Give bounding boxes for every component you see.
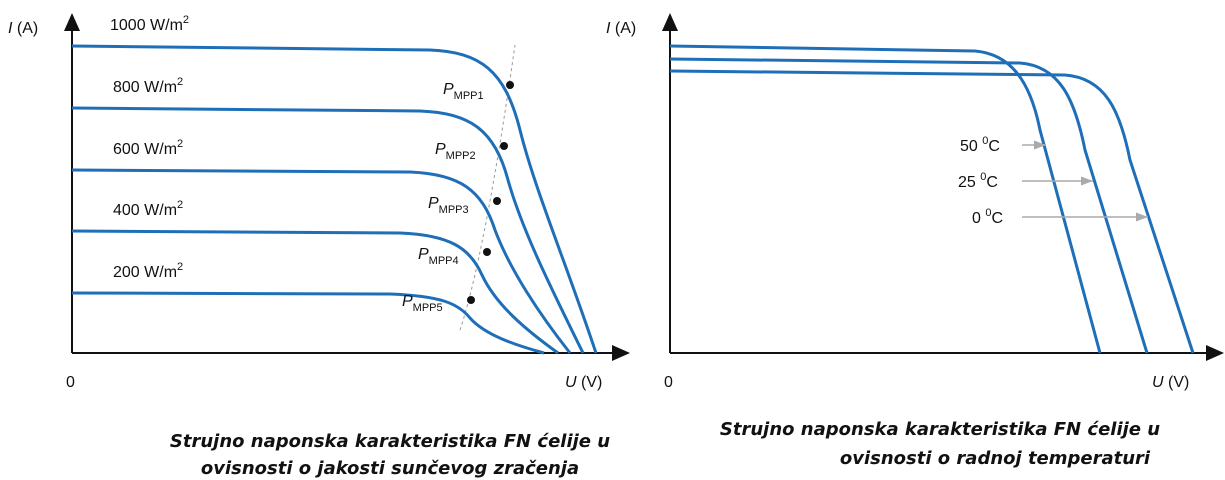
caption: ovisnosti o radnoj temperaturi <box>840 448 1151 469</box>
curve <box>71 229 559 355</box>
curve-label: 1000 W/m2 <box>110 14 189 34</box>
mpp-point <box>483 248 491 256</box>
mpp-label: PMPP1 <box>443 81 484 102</box>
mpp-label: PMPP4 <box>418 246 459 267</box>
mpp-point <box>500 142 508 150</box>
curve-label: 800 W/m2 <box>113 76 183 96</box>
curve-label: 25 0C <box>958 171 998 191</box>
mpp-point <box>506 81 514 89</box>
y-axis-label: I (A) <box>8 20 38 37</box>
caption: Strujno naponska karakteristika FN ćelij… <box>170 431 610 452</box>
caption: ovisnosti o jakosti sunčevog zračenja <box>201 458 579 479</box>
x-axis-label: U (V) <box>1152 374 1189 391</box>
mpp-label: PMPP3 <box>428 195 469 216</box>
curve-label: 200 W/m2 <box>113 261 183 281</box>
curve <box>71 106 585 354</box>
right-diagram: I (A) U (V) 0 50 0C 25 0C 0 0C Strujno n… <box>606 13 1224 469</box>
caption: Strujno naponska karakteristika FN ćelij… <box>720 419 1160 440</box>
mpp-label: PMPP2 <box>435 141 476 162</box>
curve <box>669 57 1149 354</box>
curve <box>669 69 1195 354</box>
origin: 0 <box>664 374 673 391</box>
curve <box>71 291 545 355</box>
curve <box>71 168 572 354</box>
curve-label: 0 0C <box>972 207 1003 227</box>
curve-label: 600 W/m2 <box>113 138 183 158</box>
curve-label: 50 0C <box>960 135 1000 155</box>
mpp-label: PMPP5 <box>402 293 443 314</box>
mpp-point <box>467 296 475 304</box>
curve <box>71 44 598 354</box>
curve <box>669 44 1102 354</box>
mpp-point <box>493 197 501 205</box>
left-diagram: I (A) U (V) 0 1000 W/m2 800 W/m2 600 W/m… <box>8 13 630 479</box>
origin: 0 <box>66 374 75 391</box>
y-axis-label: I (A) <box>606 20 636 37</box>
x-axis-label: U (V) <box>565 374 602 391</box>
curve-label: 400 W/m2 <box>113 199 183 219</box>
